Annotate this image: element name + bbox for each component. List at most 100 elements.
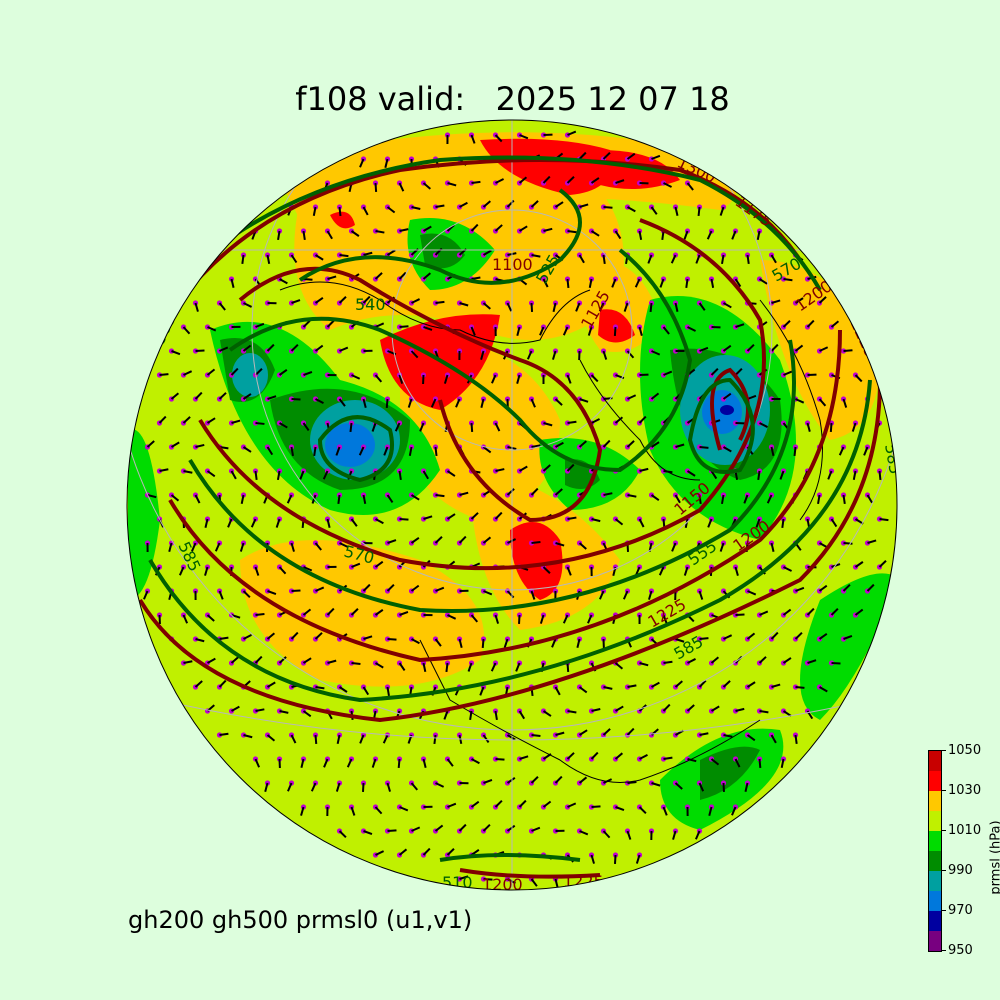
- wind-barb: [663, 756, 673, 760]
- wind-barb: [794, 297, 804, 304]
- wind-barb: [708, 806, 713, 816]
- wind-barb: [719, 542, 725, 552]
- wind-barb: [542, 800, 552, 808]
- wind-barb: [770, 254, 777, 264]
- wind-barb: [470, 326, 476, 336]
- wind-barb: [854, 518, 864, 525]
- wind-barb: [434, 638, 442, 647]
- wind-barb: [267, 395, 277, 400]
- wind-barb: [410, 782, 419, 791]
- wind-barb: [459, 491, 469, 496]
- wind-barb: [326, 319, 335, 328]
- wind-barb: [435, 300, 445, 304]
- contour-label-gh200: 1225: [563, 872, 604, 891]
- wind-barb: [447, 614, 457, 620]
- wind-barb: [759, 610, 769, 616]
- wind-barb: [335, 782, 341, 792]
- wind-barb: [685, 278, 689, 289]
- colorbar-tick: [941, 790, 946, 791]
- wind-barb: [337, 494, 341, 505]
- wind-barb: [443, 710, 449, 720]
- wind-barb: [278, 368, 288, 376]
- wind-barb: [734, 278, 742, 288]
- wind-barb: [266, 681, 276, 688]
- wind-barb: [218, 392, 227, 400]
- wind-barb: [722, 680, 731, 688]
- wind-barb: [494, 134, 503, 143]
- wind-barb: [670, 254, 677, 264]
- wind-barb: [626, 152, 636, 160]
- wind-barb: [659, 278, 665, 288]
- wind-barb: [674, 782, 683, 790]
- wind-barb: [723, 446, 732, 453]
- wind-barb: [710, 705, 720, 712]
- wind-barb: [191, 542, 197, 552]
- wind-barb: [218, 590, 224, 600]
- wind-barb: [635, 854, 641, 864]
- wind-barb: [375, 230, 385, 234]
- wind-barb: [494, 614, 500, 624]
- wind-barb: [204, 518, 209, 528]
- wind-barb: [218, 302, 226, 311]
- wind-barb: [838, 446, 845, 456]
- wind-barb: [397, 758, 401, 769]
- wind-barb: [387, 638, 397, 641]
- wind-barb: [554, 398, 563, 406]
- wind-barb: [422, 847, 431, 856]
- wind-barb: [626, 440, 635, 448]
- wind-barb: [470, 614, 479, 623]
- wind-barb: [168, 542, 173, 552]
- wind-barb: [746, 632, 756, 640]
- wind-barb: [650, 441, 660, 448]
- wind-barb: [638, 806, 647, 815]
- wind-barb: [255, 322, 265, 328]
- wind-barb: [516, 326, 521, 336]
- wind-barb: [446, 470, 456, 477]
- wind-barb: [539, 326, 545, 336]
- wind-barb: [578, 542, 587, 550]
- wind-barb: [591, 418, 600, 424]
- wind-barb: [674, 206, 679, 216]
- wind-barb: [312, 206, 317, 217]
- wind-barb: [458, 638, 463, 648]
- wind-barb: [542, 175, 551, 184]
- wind-barb: [744, 782, 749, 792]
- wind-barb: [614, 518, 624, 526]
- wind-barb: [387, 829, 397, 832]
- colorbar-tick-label: 950: [948, 943, 973, 958]
- wind-barb: [278, 422, 288, 429]
- wind-barb: [530, 487, 539, 496]
- wind-barb: [506, 824, 516, 832]
- wind-barb: [515, 662, 521, 672]
- wind-barb: [651, 782, 661, 787]
- wind-barb: [231, 419, 241, 424]
- colorbar-segment: [929, 891, 941, 911]
- wind-barb: [674, 302, 679, 312]
- wind-barb: [782, 657, 792, 664]
- wind-barb: [770, 446, 775, 457]
- wind-barb: [239, 542, 245, 552]
- wind-barb: [651, 154, 661, 160]
- wind-barb: [363, 635, 373, 640]
- wind-barb: [351, 374, 361, 380]
- wind-barb: [266, 734, 276, 742]
- wind-barb: [495, 758, 505, 761]
- wind-barb: [662, 614, 668, 624]
- wind-barb: [854, 608, 864, 616]
- figure-subtitle: gh200 gh500 prmsl0 (u1,v1): [128, 906, 473, 934]
- wind-barb: [587, 326, 593, 336]
- wind-barb: [494, 224, 503, 232]
- wind-barb: [275, 518, 281, 528]
- wind-barb: [303, 566, 313, 572]
- wind-barb: [243, 302, 253, 308]
- wind-barb: [350, 230, 360, 237]
- wind-barb: [683, 230, 689, 240]
- wind-barb: [374, 662, 384, 669]
- wind-barb: [578, 151, 587, 160]
- wind-barb: [375, 518, 384, 525]
- wind-barb: [398, 848, 408, 856]
- wind-barb: [602, 151, 611, 160]
- wind-barb: [286, 494, 293, 504]
- wind-barb: [243, 633, 252, 640]
